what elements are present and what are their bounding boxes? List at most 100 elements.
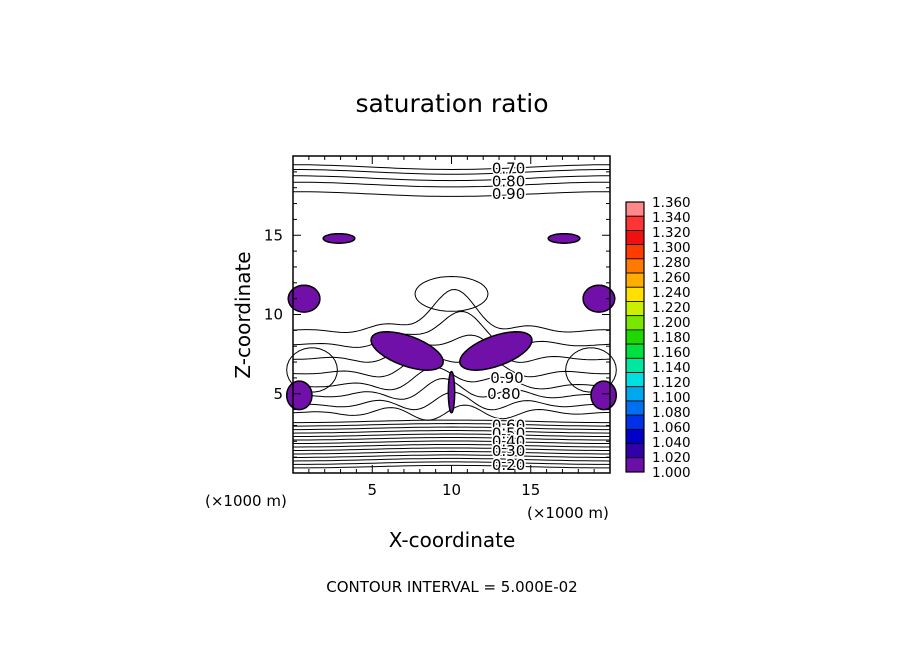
contour-labels: 0.700.800.900.900.800.600.500.400.300.20 <box>486 158 527 475</box>
colorbar-label: 1.340 <box>652 210 691 226</box>
contour-oval <box>414 275 489 312</box>
contour-line <box>293 181 610 188</box>
y-tick-label: 15 <box>264 226 283 244</box>
x-tick-label: 5 <box>367 481 377 499</box>
contour-label: 0.40 <box>492 432 525 450</box>
contour-line <box>293 444 610 448</box>
colorbar-swatch <box>625 258 645 274</box>
contour-line <box>293 175 610 182</box>
colorbar-swatch <box>625 372 645 388</box>
z-unit-label: (×1000 m) <box>205 492 287 510</box>
contour-line <box>293 450 610 455</box>
contour-line <box>293 440 610 444</box>
colorbar: 1.3601.3401.3201.3001.2801.2601.2401.220… <box>625 195 691 481</box>
colorbar-label: 1.300 <box>652 240 691 256</box>
colorbar-label: 1.040 <box>652 435 691 451</box>
contour-label: 0.70 <box>492 160 525 178</box>
contour-label: 0.30 <box>492 442 525 460</box>
contour-interval-note: CONTOUR INTERVAL = 5.000E-02 <box>326 578 577 596</box>
colorbar-label: 1.260 <box>652 270 691 286</box>
contour-line <box>292 457 611 462</box>
colorbar-swatch <box>625 315 645 331</box>
colorbar-swatch <box>625 343 645 359</box>
y-axis-label: Z-coordinate <box>231 251 255 378</box>
contour-line <box>292 430 611 434</box>
colorbar-swatch <box>625 230 645 246</box>
colorbar-label: 1.060 <box>652 420 691 436</box>
colorbar-label: 1.000 <box>652 465 691 481</box>
colorbar-label: 1.080 <box>652 405 691 421</box>
contour-line <box>293 426 610 431</box>
plot-area: 0.700.800.900.900.800.600.500.400.300.20… <box>264 155 618 499</box>
colorbar-swatch <box>625 414 645 430</box>
contour-label: 0.50 <box>492 424 525 442</box>
fill-region <box>322 232 356 244</box>
fill-region <box>547 232 581 244</box>
contour-line <box>292 310 611 348</box>
colorbar-swatch <box>625 443 645 459</box>
colorbar-swatch <box>625 272 645 288</box>
fill-region <box>582 284 616 313</box>
colorbar-label: 1.320 <box>652 225 691 241</box>
contour-line <box>292 334 611 363</box>
colorbar-label: 1.280 <box>652 255 691 271</box>
colorbar-swatch <box>625 329 645 345</box>
colorbar-swatch <box>625 428 645 444</box>
colorbar-label: 1.360 <box>652 195 691 211</box>
contour-line <box>292 288 611 334</box>
x-tick-label: 15 <box>521 481 540 499</box>
contour-line <box>293 422 610 427</box>
contour-label: 0.20 <box>492 456 525 474</box>
fill-region <box>459 331 533 371</box>
contour-label: 0.60 <box>492 416 525 434</box>
contour-lines <box>286 164 617 469</box>
colorbar-swatch <box>625 215 645 231</box>
supersaturation-fill-regions <box>285 232 618 414</box>
contour-line <box>293 433 610 437</box>
colorbar-label: 1.020 <box>652 450 691 466</box>
fill-region <box>285 380 313 411</box>
colorbar-swatch <box>625 286 645 302</box>
colorbar-swatch <box>625 386 645 402</box>
colorbar-swatch <box>625 201 645 217</box>
contour-label: 0.90 <box>492 185 525 203</box>
axis-ticks <box>292 155 611 474</box>
colorbar-label: 1.240 <box>652 285 691 301</box>
colorbar-frame <box>625 201 645 473</box>
fill-region <box>370 331 444 371</box>
contour-label: 0.80 <box>492 172 525 190</box>
fill-region <box>287 284 321 313</box>
x-axis-label: X-coordinate <box>389 528 516 552</box>
contour-line <box>293 169 610 175</box>
colorbar-label: 1.140 <box>652 360 691 376</box>
chart-title: saturation ratio <box>355 89 548 118</box>
fill-region <box>447 370 456 414</box>
axis-tick-labels: 5 10 15 5 10 15 <box>264 226 540 499</box>
contour-line <box>293 191 610 197</box>
fill-region <box>590 380 618 411</box>
colorbar-label: 1.100 <box>652 390 691 406</box>
colorbar-swatch <box>625 301 645 317</box>
contour-line <box>293 437 610 441</box>
contour-line <box>292 354 611 378</box>
contour-line <box>293 461 610 465</box>
y-tick-label: 5 <box>273 385 283 403</box>
colorbar-swatch <box>625 244 645 260</box>
contour-label: 0.80 <box>487 385 520 403</box>
x-tick-label: 10 <box>442 481 461 499</box>
x-unit-label: (×1000 m) <box>527 504 609 522</box>
contour-line <box>293 419 610 424</box>
colorbar-swatch <box>625 457 645 473</box>
contour-line <box>293 454 610 458</box>
colorbar-label: 1.220 <box>652 300 691 316</box>
contour-line <box>293 447 610 451</box>
colorbar-label: 1.180 <box>652 330 691 346</box>
contour-label: 0.90 <box>490 369 523 387</box>
colorbar-label: 1.120 <box>652 375 691 391</box>
colorbar-label: 1.200 <box>652 315 691 331</box>
contour-loop <box>286 347 338 393</box>
y-tick-label: 10 <box>264 306 283 324</box>
colorbar-label: 1.160 <box>652 345 691 361</box>
colorbar-swatch <box>625 357 645 373</box>
